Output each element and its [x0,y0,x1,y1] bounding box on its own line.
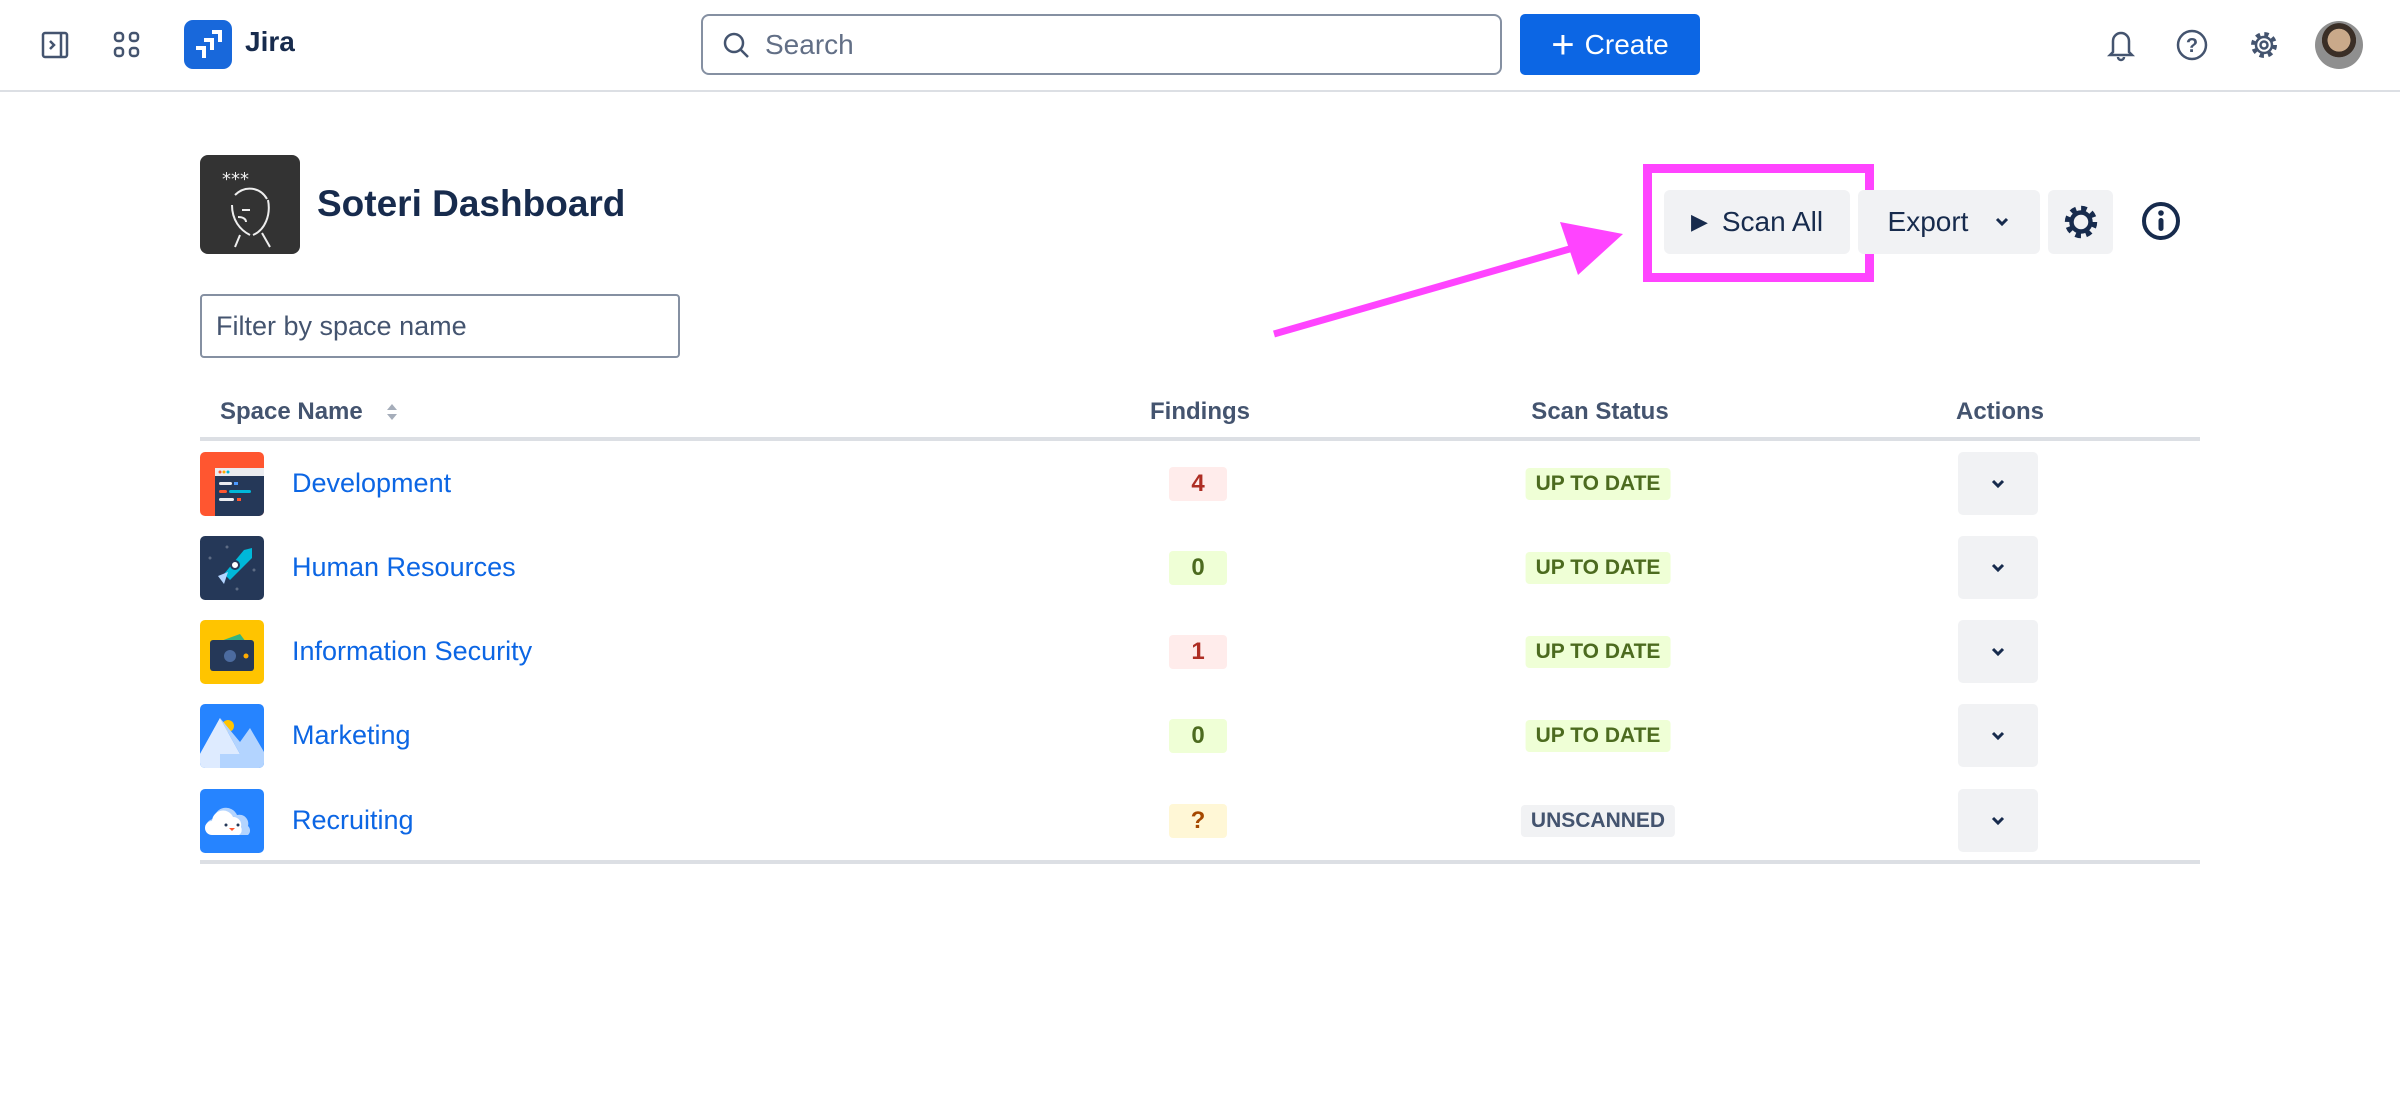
row-actions-button[interactable] [1958,620,2038,683]
scan-status-badge: UP TO DATE [1525,720,1671,752]
svg-text:?: ? [2186,35,2198,57]
settings-icon[interactable] [2246,27,2282,63]
export-dropdown-button[interactable]: Export [1858,190,2040,254]
wallet-space-icon [200,620,264,684]
rocket-space-icon [200,536,264,600]
table-bottom-divider [200,860,2200,864]
top-navigation [0,0,2400,92]
column-label: Space Name [220,398,363,425]
annotation-highlight-box [1643,164,1874,282]
search-icon [723,32,749,58]
row-actions-button[interactable] [1958,452,2038,515]
soteri-logo: *** [200,155,300,254]
column-header-scan-status: Scan Status [1531,398,1669,425]
sort-icon[interactable] [385,402,399,422]
column-header-actions: Actions [1955,398,2045,425]
findings-badge: 0 [1169,551,1227,585]
findings-badge: ? [1169,804,1227,838]
cloud-space-icon [200,789,264,853]
create-label: Create [1584,28,1669,60]
column-header-space-name[interactable]: Space Name [220,398,399,426]
bell-icon[interactable] [2103,27,2139,63]
table-header-divider [200,437,2200,441]
chevron-down-icon [1996,217,2009,227]
chevron-down-icon [1991,731,2005,740]
chevron-down-icon [1991,563,2005,572]
sidebar-toggle-icon[interactable] [38,28,72,62]
development-space-icon [200,452,264,516]
filter-placeholder: Filter by space name [216,310,467,341]
scan-status-badge: UNSCANNED [1520,805,1676,837]
app-name[interactable]: Jira [245,26,295,57]
gear-icon [2064,205,2097,239]
chevron-down-icon [1991,479,2005,488]
page-title: Soteri Dashboard [317,183,626,224]
export-label: Export [1887,206,1969,237]
info-icon[interactable] [2138,198,2184,244]
row-actions-button[interactable] [1958,704,2038,767]
search-placeholder: Search [765,28,854,60]
help-icon[interactable]: ? [2174,27,2210,63]
space-name-link[interactable]: Human Resources [292,552,516,582]
search-input[interactable]: Search [701,14,1502,75]
findings-badge: 0 [1169,719,1227,753]
space-name-link[interactable]: Development [292,468,452,498]
settings-button[interactable] [2048,190,2113,254]
chevron-down-icon [1991,647,2005,656]
play-icon: ▶ [1690,209,1708,234]
plus-icon: + [1551,22,1575,67]
filter-space-input[interactable]: Filter by space name [200,294,680,358]
jira-logo[interactable] [184,20,232,69]
chevron-down-icon [1991,816,2005,825]
column-header-findings: Findings [1150,398,1250,425]
space-name-link[interactable]: Marketing [292,720,411,750]
findings-badge: 1 [1169,635,1227,669]
findings-badge: 4 [1169,467,1227,501]
scan-status-badge: UP TO DATE [1525,468,1671,500]
create-button[interactable]: + Create [1520,14,1700,75]
scan-status-badge: UP TO DATE [1525,636,1671,668]
user-avatar[interactable] [2315,21,2363,69]
svg-text:***: *** [222,169,249,190]
scan-all-button[interactable]: ▶ Scan All [1664,190,1850,254]
mountain-space-icon [200,704,264,768]
row-actions-button[interactable] [1958,536,2038,599]
scan-status-badge: UP TO DATE [1525,552,1671,584]
space-name-link[interactable]: Recruiting [292,805,414,835]
row-actions-button[interactable] [1958,789,2038,852]
space-name-link[interactable]: Information Security [292,636,533,666]
app-switcher-icon[interactable] [110,28,144,62]
scan-all-label: Scan All [1721,206,1824,237]
